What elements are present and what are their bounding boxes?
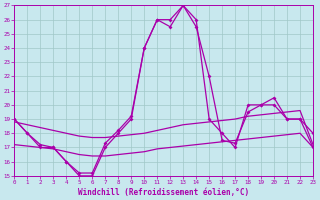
X-axis label: Windchill (Refroidissement éolien,°C): Windchill (Refroidissement éolien,°C) bbox=[78, 188, 249, 197]
